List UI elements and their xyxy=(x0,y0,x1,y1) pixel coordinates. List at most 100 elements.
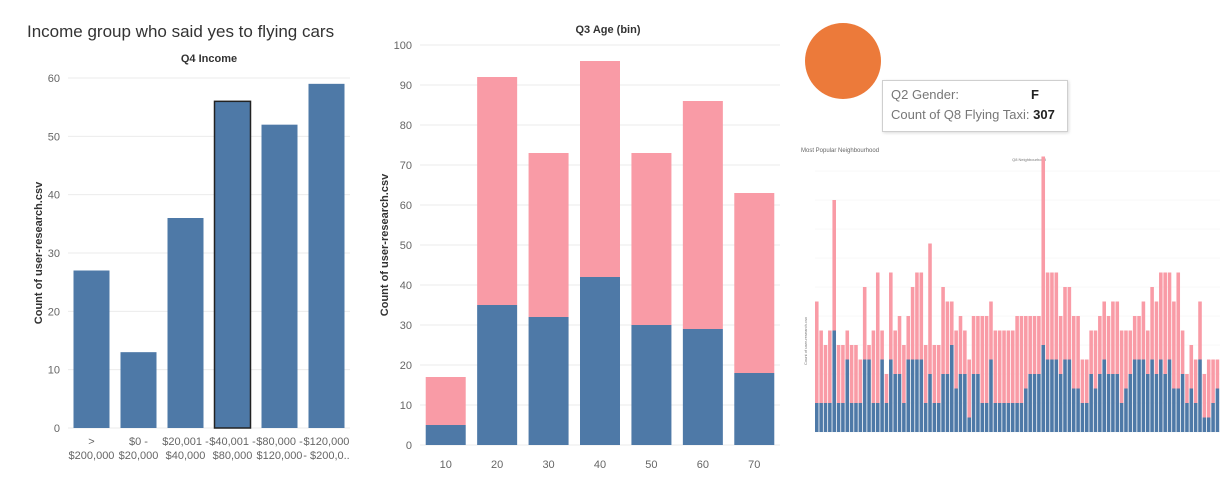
neighbourhood-bar-segment-blue xyxy=(1202,417,1207,432)
neighbourhood-bar-segment-blue xyxy=(1015,403,1019,432)
x-tick-label: 40 xyxy=(594,459,606,471)
neighbourhood-bar-segment-pink xyxy=(1002,330,1006,403)
neighbourhood-bar-segment-pink xyxy=(1111,301,1115,374)
neighbourhood-bar-segment-pink xyxy=(1067,287,1072,360)
income-bar xyxy=(308,83,345,429)
neighbourhood-bar-segment-blue xyxy=(1002,403,1006,432)
x-tick-label: $20,001 - xyxy=(162,436,209,448)
y-axis-label: Count of user-research.csv xyxy=(33,181,45,324)
y-tick-label: 30 xyxy=(48,248,60,260)
neighbourhood-bar-segment-blue xyxy=(902,403,906,432)
tooltip-value: 307 xyxy=(1033,107,1055,122)
neighbourhood-bar-segment-pink xyxy=(1050,272,1054,360)
neighbourhood-chart-thumbnail[interactable]: Most Popular Neighbourhood Q8 Neighbourho… xyxy=(795,141,1228,493)
neighbourhood-bar-segment-pink xyxy=(1058,316,1063,374)
neighbourhood-bar-segment-pink xyxy=(875,272,880,403)
neighbourhood-bar-segment-pink xyxy=(884,374,889,403)
neighbourhood-bar-segment-blue xyxy=(823,403,828,432)
neighbourhood-bar-segment-pink xyxy=(971,316,976,374)
neighbourhood-bar-segment-pink xyxy=(1089,330,1093,374)
neighbourhood-bar-segment-blue xyxy=(984,403,989,432)
neighbourhood-bar-segment-pink xyxy=(976,316,980,374)
y-tick-label: 20 xyxy=(400,360,412,372)
neighbourhood-bar-segment-pink xyxy=(1172,301,1176,389)
neighbourhood-bar-segment-blue xyxy=(928,374,932,432)
neighbourhood-bar-segment-pink xyxy=(828,330,832,403)
neighbourhood-bar-segment-blue xyxy=(858,403,863,432)
y-tick-label: 50 xyxy=(400,240,412,252)
y-tick-label: 10 xyxy=(400,400,412,412)
neighbourhood-bar-segment-pink xyxy=(1093,330,1098,389)
neighbourhood-bar-segment-pink xyxy=(941,287,945,374)
neighbourhood-bar-segment-blue xyxy=(1045,359,1050,432)
tooltip: Q2 Gender: F Count of Q8 Flying Taxi: 30… xyxy=(882,80,1068,132)
y-tick-label: 40 xyxy=(400,280,412,292)
neighbourhood-bar-segment-blue xyxy=(1180,374,1185,432)
neighbourhood-bar-segment-pink xyxy=(1176,272,1181,389)
chart-title: Q3 Age (bin) xyxy=(576,24,641,36)
neighbourhood-bar-segment-pink xyxy=(1198,301,1202,360)
y-tick-label: 90 xyxy=(400,80,412,92)
neighbourhood-bar-segment-pink xyxy=(1167,272,1172,360)
y-axis-label: Count of user-research.csv xyxy=(379,173,391,316)
neighbourhood-bar-segment-blue xyxy=(884,403,889,432)
neighbourhood-bar-segment-pink xyxy=(1159,272,1163,360)
neighbourhood-bar-segment-pink xyxy=(1141,301,1146,360)
neighbourhood-bar-segment-pink xyxy=(1037,316,1041,374)
neighbourhood-bar-segment-blue xyxy=(932,403,937,432)
income-bar xyxy=(261,124,298,429)
y-tick-label: 60 xyxy=(48,73,60,85)
neighbourhood-bar-segment-blue xyxy=(989,359,993,432)
y-tick-label: 80 xyxy=(400,120,412,132)
neighbourhood-bar-segment-pink xyxy=(1150,287,1154,360)
neighbourhood-bar-segment-blue xyxy=(936,403,941,432)
age-bar-segment-blue xyxy=(580,277,620,445)
y-tick-label: 40 xyxy=(48,190,60,202)
age-bar-segment-pink xyxy=(734,193,775,373)
neighbourhood-bar-segment-blue xyxy=(1076,388,1080,432)
neighbourhood-bar-segment-pink xyxy=(1163,272,1167,374)
neighbourhood-bar-segment-blue xyxy=(1128,374,1133,432)
neighbourhood-bar-segment-pink xyxy=(815,301,819,403)
neighbourhood-bar-segment-blue xyxy=(1150,359,1154,432)
neighbourhood-bar-segment-blue xyxy=(954,388,958,432)
x-tick-label: $40,001 - xyxy=(209,436,256,448)
neighbourhood-bar-segment-blue xyxy=(1154,374,1159,432)
neighbourhood-bar-segment-pink xyxy=(1211,359,1215,403)
neighbourhood-bar-segment-blue xyxy=(1028,374,1032,432)
thumbnail-y-axis-label: Count of user-research.csv xyxy=(803,317,808,365)
neighbourhood-bar-segment-blue xyxy=(1141,359,1146,432)
neighbourhood-bar-segment-pink xyxy=(980,316,985,403)
neighbourhood-bar-segment-blue xyxy=(1006,403,1011,432)
neighbourhood-bar-segment-blue xyxy=(945,374,950,432)
neighbourhood-bar-segment-blue xyxy=(971,374,976,432)
neighbourhood-bar-segment-pink xyxy=(832,200,836,331)
neighbourhood-bar-segment-pink xyxy=(1185,374,1189,403)
neighbourhood-bar-segment-blue xyxy=(1102,359,1106,432)
neighbourhood-bar-segment-blue xyxy=(1019,403,1024,432)
x-tick-label: 10 xyxy=(440,459,452,471)
x-tick-label: 50 xyxy=(645,459,657,471)
neighbourhood-bar-segment-blue xyxy=(976,374,980,432)
tooltip-row-count: Count of Q8 Flying Taxi: 307 xyxy=(891,107,1055,122)
neighbourhood-bar-segment-pink xyxy=(1024,316,1028,389)
neighbourhood-bar-segment-blue xyxy=(915,359,919,432)
neighbourhood-bar-segment-blue xyxy=(980,403,985,432)
neighbourhood-bar-segment-blue xyxy=(1206,417,1211,432)
neighbourhood-bar-segment-blue xyxy=(1089,374,1093,432)
x-tick-label: $0 - xyxy=(129,436,148,448)
neighbourhood-bar-segment-pink xyxy=(967,359,971,418)
x-tick-label: $20,000 xyxy=(119,450,159,462)
neighbourhood-bar-segment-blue xyxy=(1111,374,1115,432)
neighbourhood-bar-segment-blue xyxy=(828,403,832,432)
neighbourhood-bar-segment-pink xyxy=(849,345,854,403)
neighbourhood-bar-segment-pink xyxy=(841,345,845,403)
age-chart: Q3 Age (bin) Count of user-research.csv 0 1… xyxy=(379,24,780,471)
x-tick-label: $120,000 xyxy=(304,436,350,448)
age-bar-segment-pink xyxy=(631,153,672,325)
gender-color-swatch[interactable] xyxy=(805,23,881,99)
neighbourhood-bar-segment-pink xyxy=(819,330,823,403)
neighbourhood-bar-segment-blue xyxy=(854,403,858,432)
y-tick-label: 60 xyxy=(400,200,412,212)
y-tick-label: 30 xyxy=(400,320,412,332)
